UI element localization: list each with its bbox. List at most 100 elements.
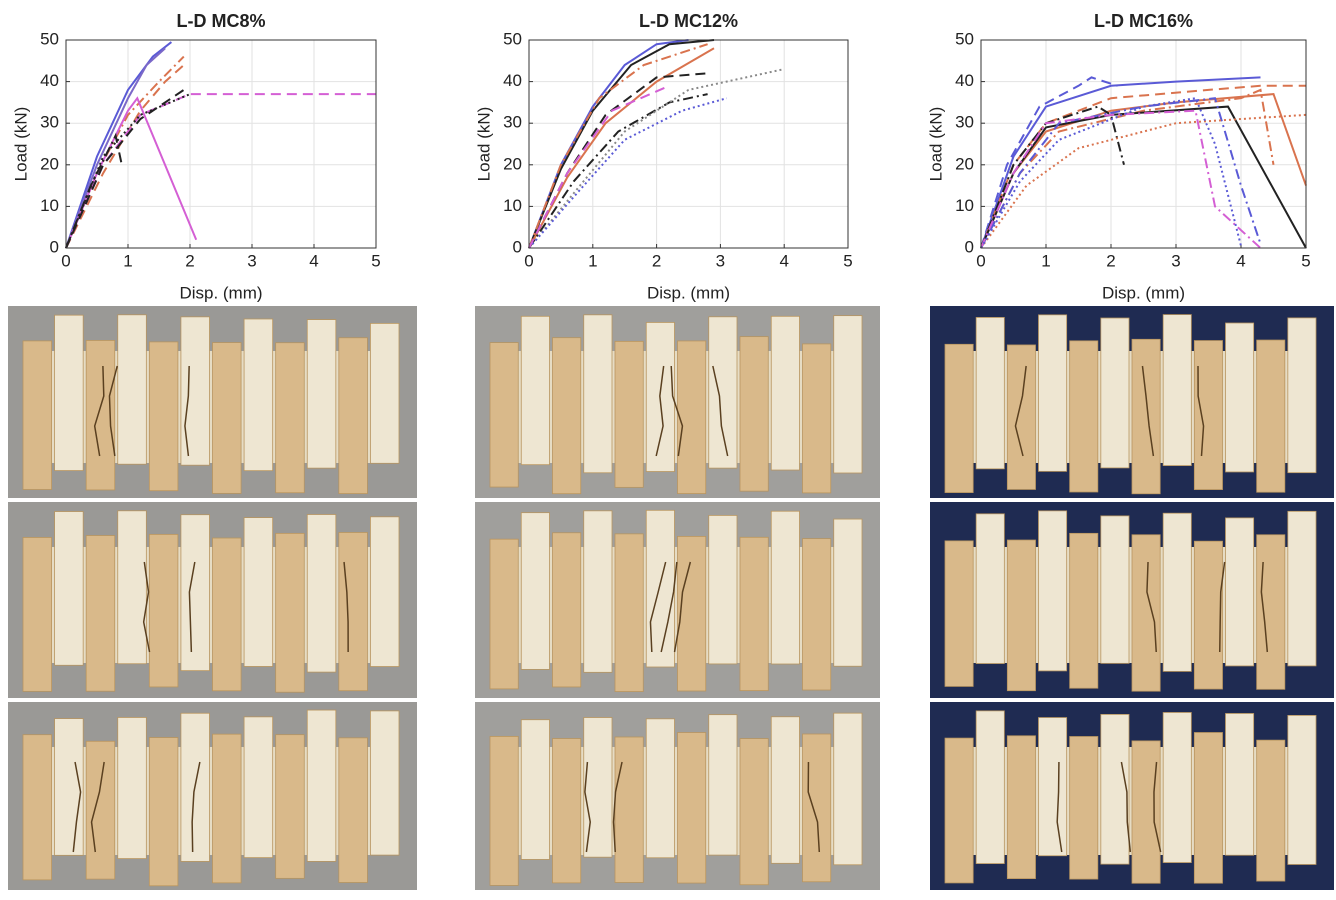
plot-frame [980, 39, 1307, 249]
data-line [980, 97, 1262, 249]
x-axis-label: Disp. (mm) [1102, 283, 1185, 302]
crack [188, 561, 196, 653]
timber-lamella [180, 316, 210, 466]
timber-lamella [22, 734, 52, 881]
x-tick-label: 2 [652, 251, 661, 270]
crack [1014, 365, 1027, 457]
chart-title: L-D MC12% [639, 11, 738, 31]
y-axis-label: Load (kN) [11, 107, 30, 182]
crack [1141, 365, 1155, 457]
timber-lamella [520, 719, 550, 860]
specimen-photo [930, 702, 1334, 890]
data-line [980, 105, 1307, 249]
x-tick-label: 1 [123, 251, 132, 270]
data-line [528, 97, 728, 249]
data-line [65, 55, 185, 249]
timber-lamella [85, 535, 116, 692]
timber-lamella [1069, 532, 1099, 689]
crack [673, 561, 692, 653]
timber-lamella [1100, 515, 1130, 664]
timber-lamella [708, 714, 738, 856]
data-line [528, 72, 708, 249]
data-line [65, 41, 173, 249]
timber-lamella [944, 540, 974, 687]
timber-lamella [944, 737, 974, 884]
x-tick-label: 4 [309, 251, 318, 270]
timber-lamella [1038, 717, 1068, 857]
timber-lamella [370, 322, 400, 464]
timber-lamella [180, 514, 210, 672]
data-line [528, 84, 670, 249]
timber-lamella [833, 712, 863, 866]
timber-lamella [677, 340, 707, 494]
data-line [528, 68, 785, 249]
timber-lamella [1193, 732, 1223, 884]
y-tick-label: 20 [955, 154, 974, 173]
timber-lamella [802, 733, 832, 883]
timber-lamella [1193, 540, 1223, 690]
timber-lamella [1162, 712, 1192, 863]
plot-frame [528, 39, 849, 249]
data-line [528, 43, 708, 249]
timber-lamella [1006, 735, 1036, 880]
crack [584, 761, 591, 853]
data-line [65, 132, 123, 249]
crack [1120, 761, 1132, 853]
timber-lamella [1287, 510, 1317, 667]
x-tick-label: 0 [524, 251, 533, 270]
crack [649, 561, 667, 653]
timber-lamella [275, 734, 305, 879]
y-tick-label: 0 [513, 237, 522, 256]
x-tick-label: 4 [779, 251, 788, 270]
crack [1153, 761, 1162, 853]
crack [660, 561, 678, 653]
timber-lamella [708, 316, 738, 469]
x-tick-label: 0 [976, 251, 985, 270]
data-line [65, 93, 376, 249]
timber-lamella [583, 314, 613, 474]
timber-lamella [739, 536, 769, 692]
timber-lamella [802, 343, 832, 494]
y-tick-label: 50 [40, 29, 59, 48]
timber-lamella [975, 513, 1005, 664]
timber-lamella [944, 343, 974, 493]
y-tick-label: 50 [503, 29, 522, 48]
timber-lamella [833, 518, 863, 667]
timber-lamella [614, 340, 644, 488]
timber-lamella [770, 315, 800, 471]
timber-lamella [552, 738, 582, 884]
timber-lamella [489, 342, 519, 488]
timber-lamella [770, 716, 800, 864]
y-tick-label: 20 [40, 154, 59, 173]
timber-lamella [1287, 715, 1317, 865]
x-tick-label: 2 [1106, 251, 1115, 270]
timber-lamella [770, 510, 800, 665]
crack [1056, 761, 1063, 853]
x-tick-label: 5 [1301, 251, 1310, 270]
timber-lamella [212, 537, 242, 692]
timber-lamella [1225, 322, 1255, 473]
timber-lamella [54, 718, 84, 856]
timber-lamella [1256, 534, 1286, 690]
y-axis-label: Load (kN) [474, 107, 493, 182]
specimen-photo [930, 306, 1334, 498]
chart-title: L-D MC8% [177, 11, 266, 31]
timber-lamella [833, 315, 863, 474]
crack [184, 365, 190, 457]
timber-lamella [552, 337, 582, 495]
timber-lamella [1225, 713, 1255, 856]
timber-lamella [1006, 539, 1036, 692]
timber-lamella [489, 538, 519, 690]
timber-lamella [677, 732, 707, 884]
specimen-photo [8, 306, 417, 498]
timber-lamella [677, 535, 707, 692]
specimen-photo [475, 306, 880, 498]
timber-lamella [1006, 344, 1036, 490]
y-tick-label: 30 [955, 113, 974, 132]
x-tick-label: 0 [61, 251, 70, 270]
timber-lamella [489, 736, 519, 886]
timber-lamella [22, 537, 52, 692]
data-line [980, 113, 1307, 249]
timber-lamella [1225, 517, 1255, 667]
